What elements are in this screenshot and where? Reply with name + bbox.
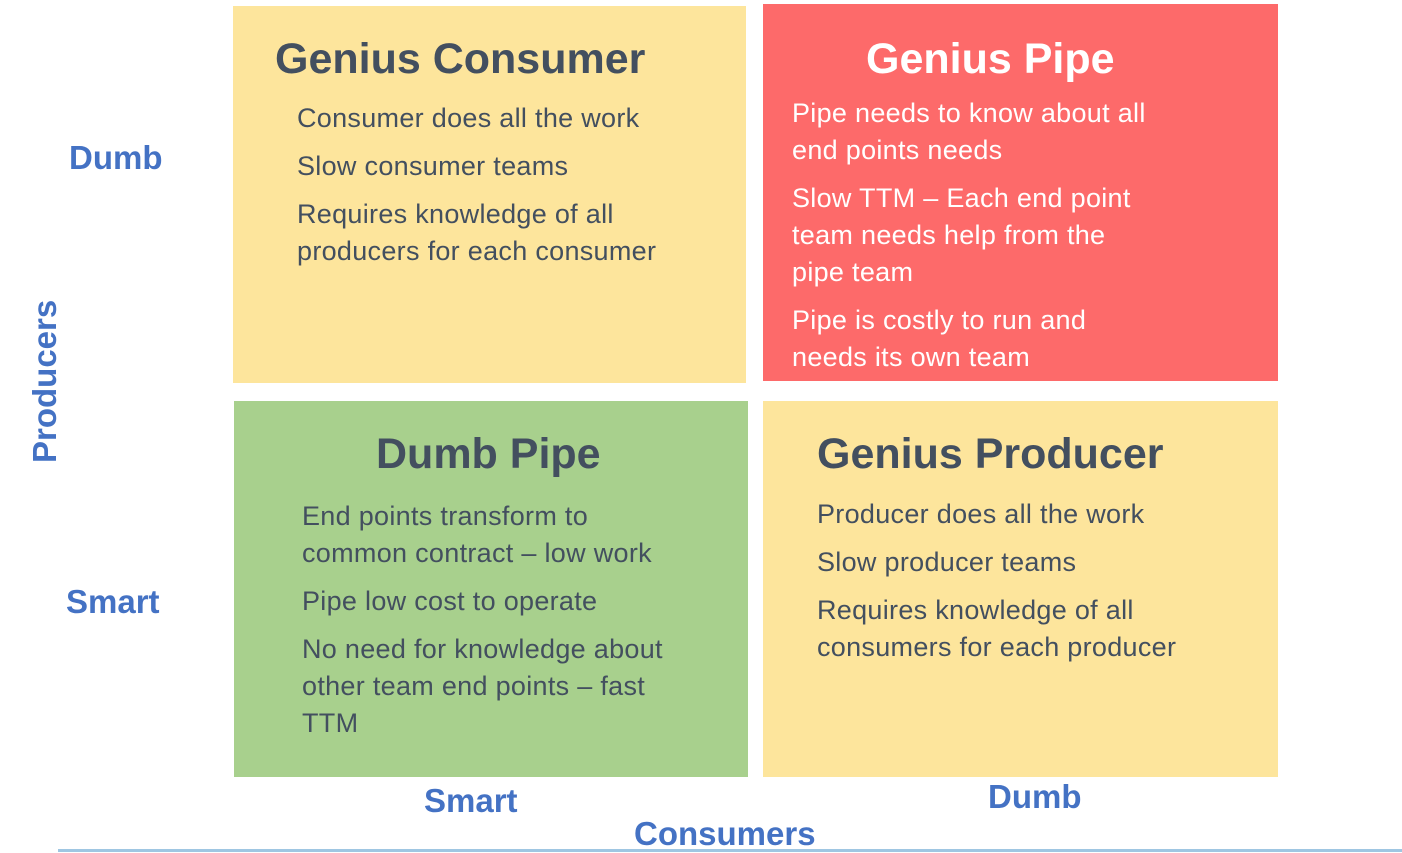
quadrant-dumb-pipe: Dumb Pipe End points transform to common…: [234, 401, 748, 777]
bullet-item: Requires knowledge of all producers for …: [297, 199, 657, 266]
y-tick-dumb: Dumb: [69, 139, 163, 176]
y-axis-title: Producers: [26, 299, 63, 463]
x-axis-title: Consumers: [634, 815, 816, 852]
quadrant-genius-pipe: Genius Pipe Pipe needs to know about all…: [763, 4, 1278, 381]
bottom-divider: [58, 849, 1402, 852]
quadrant-title: Genius Consumer: [275, 35, 646, 83]
bullet-item: Pipe low cost to operate: [302, 586, 598, 616]
bullet-item: End points transform to common contract …: [302, 501, 652, 568]
bullet-item: Requires knowledge of all consumers for …: [817, 595, 1177, 662]
bullet-item: Consumer does all the work: [297, 103, 640, 133]
x-tick-dumb: Dumb: [988, 778, 1082, 815]
bullet-item: Pipe needs to know about all end points …: [792, 98, 1146, 165]
quadrant-title: Dumb Pipe: [376, 430, 601, 478]
bullet-list: Pipe needs to know about all end points …: [792, 95, 1262, 387]
bullet-item: Slow consumer teams: [297, 151, 569, 181]
quadrant-genius-consumer: Genius Consumer Consumer does all the wo…: [233, 6, 746, 383]
bullet-item: Pipe is costly to run and needs its own …: [792, 305, 1087, 372]
bullet-item: Slow producer teams: [817, 547, 1077, 577]
x-tick-smart: Smart: [424, 782, 518, 819]
bullet-list: Consumer does all the work Slow consumer…: [297, 100, 737, 281]
quadrant-title: Genius Pipe: [866, 35, 1115, 83]
bullet-item: Producer does all the work: [817, 499, 1145, 529]
bullet-list: Producer does all the work Slow producer…: [817, 496, 1267, 677]
bullet-item: No need for knowledge about other team e…: [302, 634, 663, 738]
bullet-list: End points transform to common contract …: [302, 498, 742, 753]
quadrant-title: Genius Producer: [817, 430, 1164, 478]
quadrant-genius-producer: Genius Producer Producer does all the wo…: [763, 401, 1278, 777]
bullet-item: Slow TTM – Each end point team needs hel…: [792, 183, 1131, 287]
y-tick-smart: Smart: [66, 583, 160, 620]
